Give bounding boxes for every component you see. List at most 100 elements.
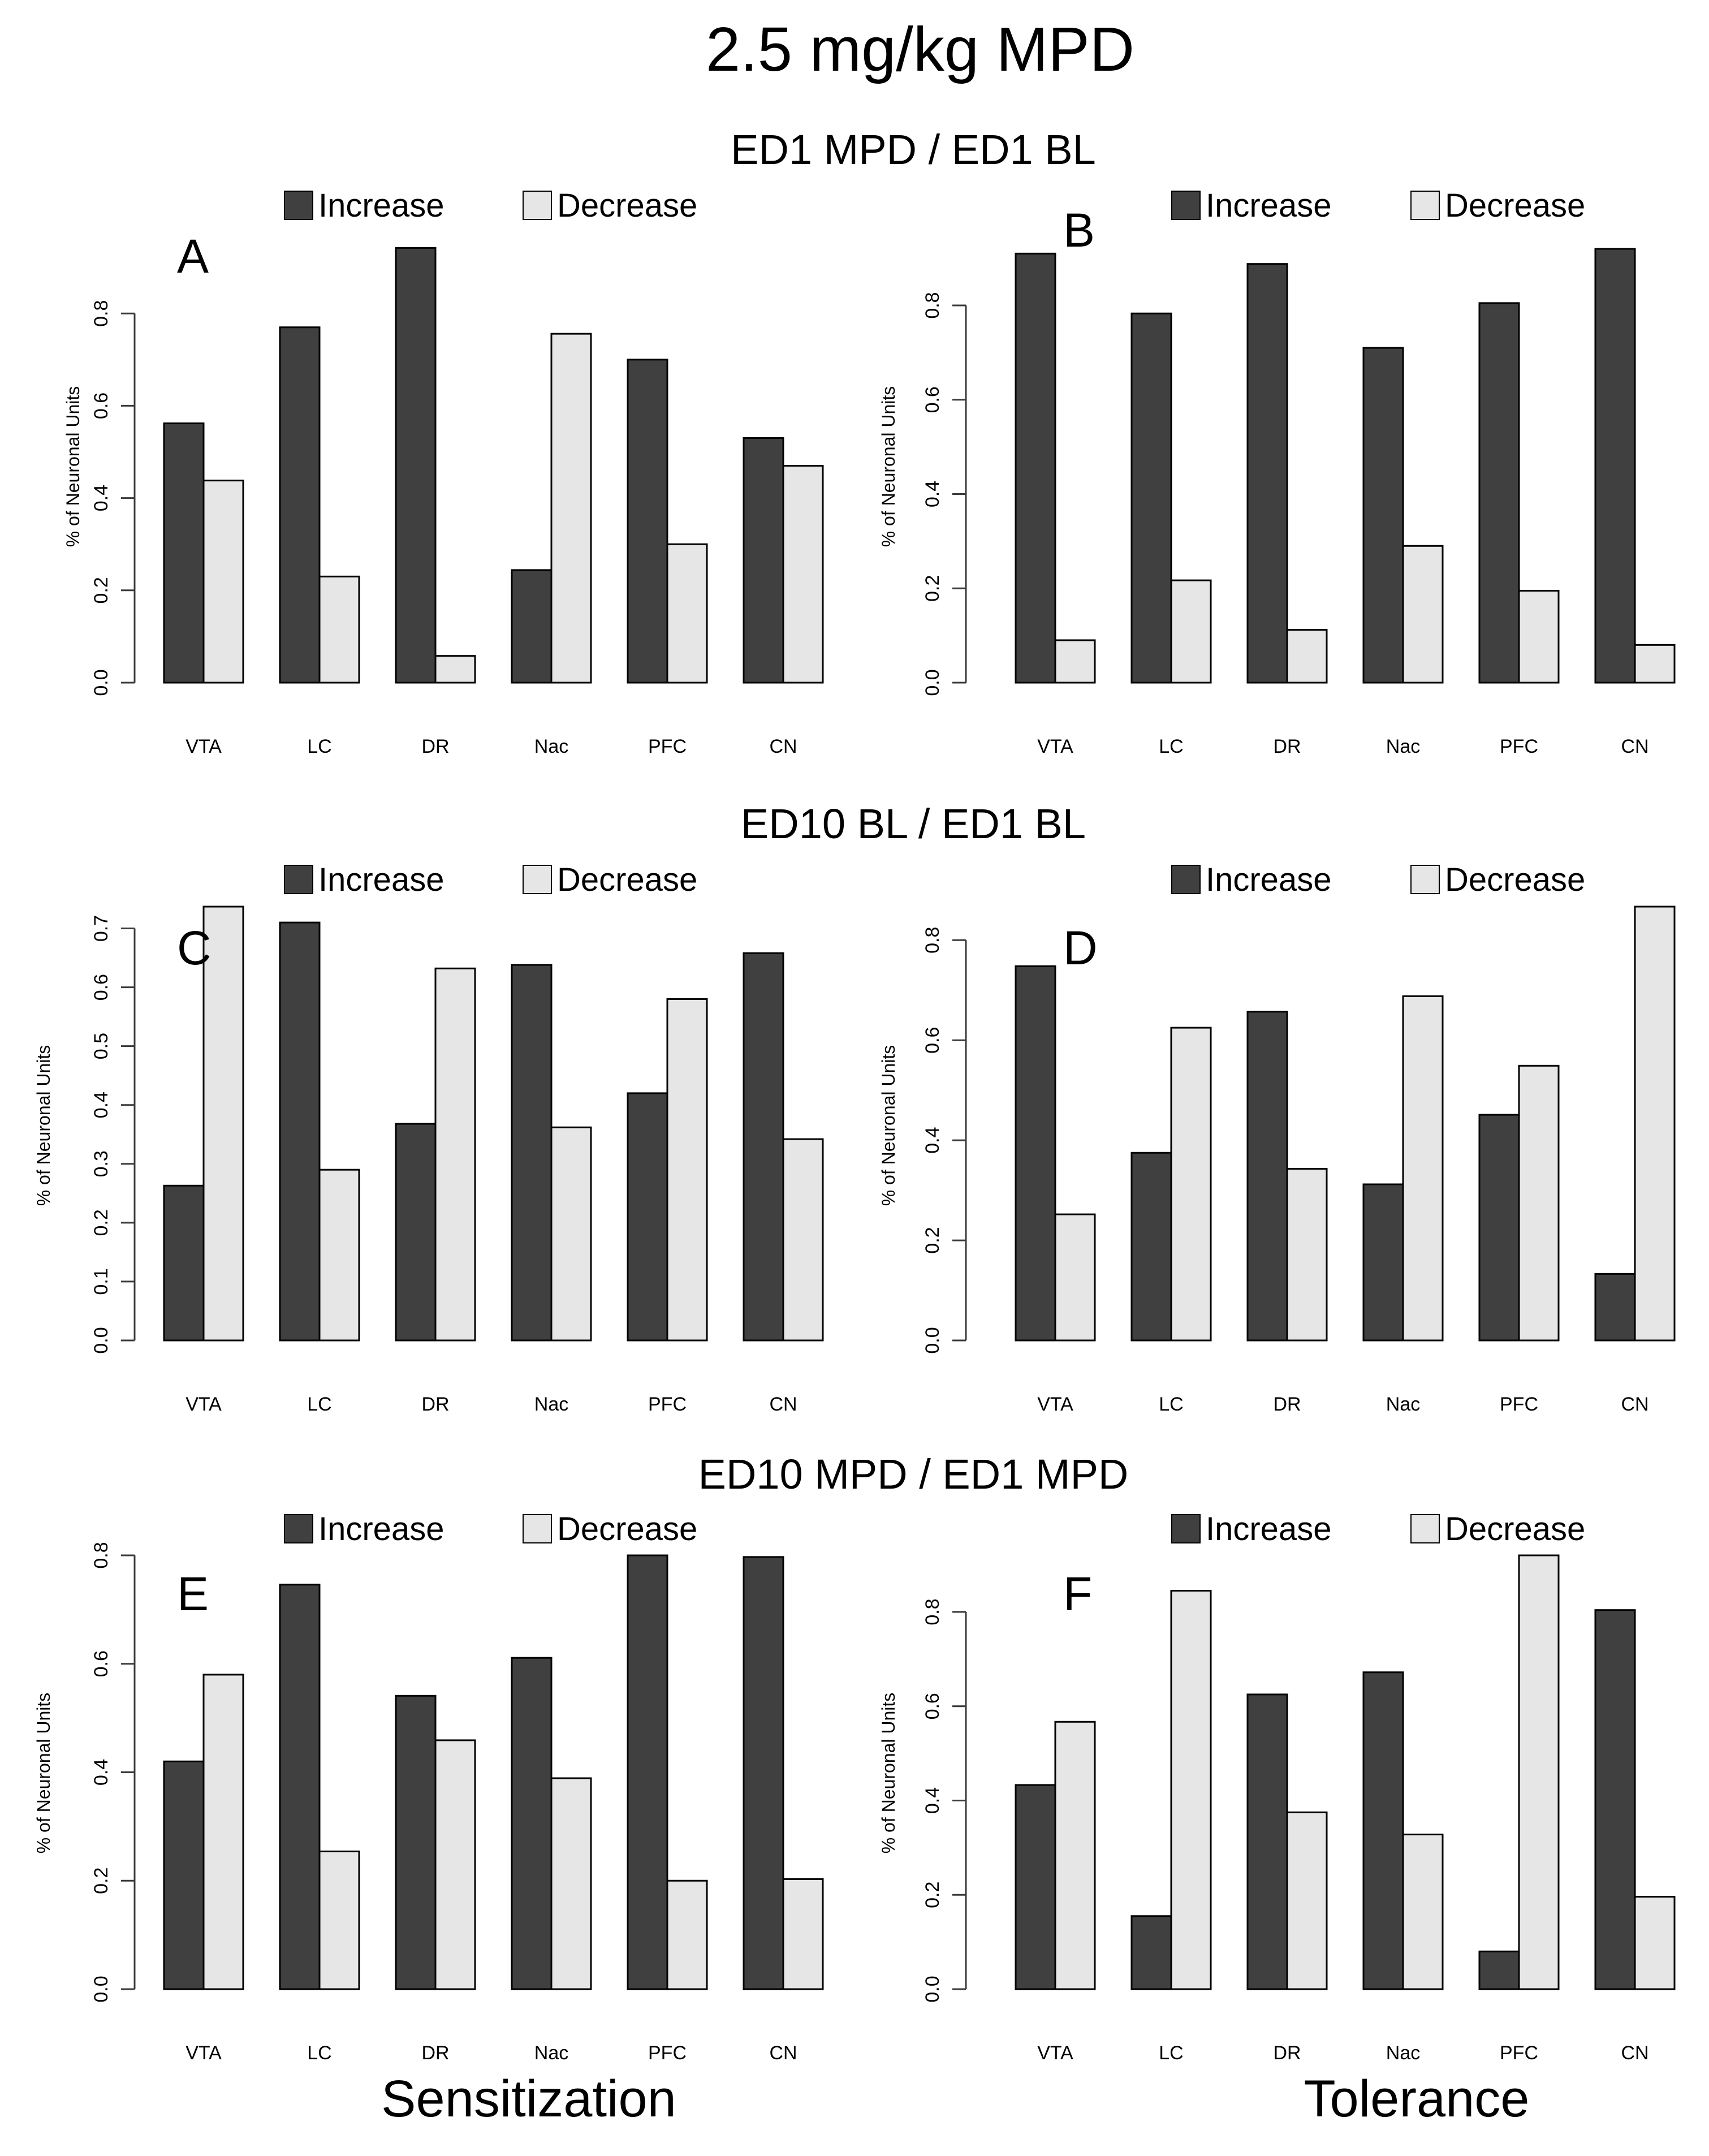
category-label: Nac — [1386, 1394, 1420, 1415]
legend-label-decrease: Decrease — [557, 187, 697, 224]
category-label: LC — [1159, 2042, 1183, 2064]
y-tick-label: 0.2 — [922, 575, 943, 602]
legend-label-increase: Increase — [318, 187, 444, 224]
bar-decrease-nac — [1402, 1834, 1444, 1990]
bar-increase-pfc — [1478, 1950, 1520, 1990]
bar-decrease-nac — [550, 1126, 592, 1342]
category-label: LC — [307, 2042, 331, 2064]
y-tick-label: 0.0 — [922, 1976, 943, 2002]
y-tick-label: 0.2 — [90, 1209, 112, 1236]
column-label-sensitization: Sensitization — [381, 2070, 676, 2128]
legend-label-increase: Increase — [318, 861, 444, 898]
legend-swatch-decrease — [523, 1514, 552, 1543]
figure-title: 2.5 mg/kg MPD — [706, 15, 1134, 84]
y-tick-label: 0.6 — [922, 1693, 943, 1719]
category-label: DR — [421, 2042, 449, 2064]
panel-letter: D — [1063, 921, 1098, 974]
y-tick-label: 0.6 — [922, 386, 943, 413]
y-tick-label: 0.7 — [90, 915, 112, 942]
bar-increase-nac — [1362, 347, 1404, 684]
y-axis-label: % of Neuronal Units — [33, 1693, 54, 1854]
category-label: LC — [307, 1394, 331, 1415]
bar-decrease-lc — [1170, 1027, 1212, 1342]
category-label: DR — [1273, 736, 1301, 757]
category-label: PFC — [1500, 1394, 1538, 1415]
y-tick-label: 0.4 — [90, 1092, 112, 1118]
bar-increase-lc — [279, 921, 321, 1342]
bar-increase-lc — [279, 1584, 321, 1990]
y-tick-label: 0.8 — [922, 1598, 943, 1625]
category-label: DR — [421, 1394, 449, 1415]
category-label: VTA — [1037, 1394, 1073, 1415]
bar-decrease-pfc — [666, 998, 708, 1342]
panel-letter: F — [1063, 1567, 1092, 1620]
bar-decrease-lc — [318, 575, 360, 684]
bar-increase-cn — [743, 1556, 784, 1990]
row-title-3: ED10 MPD / ED1 MPD — [698, 1451, 1129, 1498]
bar-increase-pfc — [627, 1554, 668, 1990]
bar-decrease-cn — [1634, 905, 1676, 1342]
legend-label-increase: Increase — [318, 1511, 444, 1547]
bar-increase-lc — [279, 326, 321, 684]
legend-swatch-increase — [1171, 1514, 1201, 1543]
bar-increase-lc — [1130, 1152, 1172, 1342]
category-label: CN — [1621, 736, 1648, 757]
bar-increase-cn — [1594, 1609, 1636, 1990]
y-tick-label: 0.6 — [90, 1650, 112, 1677]
bar-increase-dr — [1246, 263, 1288, 684]
bar-increase-dr — [1246, 1011, 1288, 1342]
legend-swatch-increase — [1171, 191, 1201, 220]
y-tick-label: 0.2 — [922, 1882, 943, 1908]
y-tick-label: 0.4 — [922, 1127, 943, 1154]
column-label-tolerance: Tolerance — [1304, 2070, 1530, 2128]
y-tick-label: 0.3 — [90, 1150, 112, 1177]
y-axis-label: % of Neuronal Units — [878, 386, 899, 547]
bar-decrease-dr — [434, 1739, 476, 1990]
bar-decrease-pfc — [1518, 1554, 1560, 1990]
legend-label-decrease: Decrease — [557, 861, 697, 898]
bar-increase-vta — [1015, 1784, 1056, 1990]
category-label: PFC — [1500, 736, 1538, 757]
bar-increase-dr — [395, 1123, 437, 1342]
category-label: DR — [421, 736, 449, 757]
panel-e: VTA LC DR Nac PFC CN 0.0 0.2 0.4 0.6 0.8 % of Neuro… — [33, 1511, 824, 2064]
y-tick-label: 0.2 — [90, 577, 112, 603]
legend-label-increase: Increase — [1206, 187, 1331, 224]
bar-increase-vta — [1015, 252, 1056, 684]
y-axis-label: % of Neuronal Units — [878, 1045, 899, 1206]
category-label: Nac — [534, 2042, 568, 2064]
bar-increase-pfc — [627, 1092, 668, 1342]
bar-decrease-vta — [1054, 1213, 1096, 1342]
bar-decrease-vta — [202, 480, 244, 684]
legend-swatch-increase — [1171, 865, 1201, 894]
y-tick-label: 0.0 — [90, 669, 112, 696]
category-label: CN — [769, 2042, 797, 2064]
y-tick-label: 0.0 — [922, 669, 943, 696]
bar-decrease-dr — [1286, 1811, 1328, 1990]
panel-b: VTA LC DR Nac PFC CN 0.0 0.2 0.4 0.6 0.8 % of Neuro… — [878, 187, 1676, 757]
bar-decrease-dr — [434, 967, 476, 1342]
y-tick-label: 0.0 — [90, 1327, 112, 1353]
legend-swatch-decrease — [523, 865, 552, 894]
bar-increase-pfc — [1478, 1114, 1520, 1342]
legend-label-increase: Increase — [1206, 1511, 1331, 1547]
y-tick-label: 0.8 — [922, 292, 943, 318]
bar-decrease-vta — [202, 1674, 244, 1990]
category-label: PFC — [648, 736, 687, 757]
bar-decrease-lc — [318, 1850, 360, 1990]
category-label: PFC — [648, 2042, 687, 2064]
bar-decrease-dr — [1286, 629, 1328, 684]
bar-decrease-vta — [1054, 639, 1096, 684]
legend-label-decrease: Decrease — [1445, 1511, 1585, 1547]
y-tick-label: 0.4 — [90, 485, 112, 511]
category-label: VTA — [1037, 736, 1073, 757]
bar-decrease-lc — [1170, 579, 1212, 684]
panel-a: VTA LC DR Nac PFC CN 0.0 0.2 0.4 0.6 0.8 % of Neuro… — [63, 187, 824, 757]
bar-decrease-lc — [318, 1168, 360, 1342]
bar-increase-cn — [1594, 1273, 1636, 1342]
bar-increase-dr — [395, 247, 437, 684]
category-label: LC — [1159, 1394, 1183, 1415]
legend-swatch-decrease — [523, 191, 552, 220]
category-label: PFC — [1500, 2042, 1538, 2064]
bar-increase-cn — [743, 437, 784, 684]
